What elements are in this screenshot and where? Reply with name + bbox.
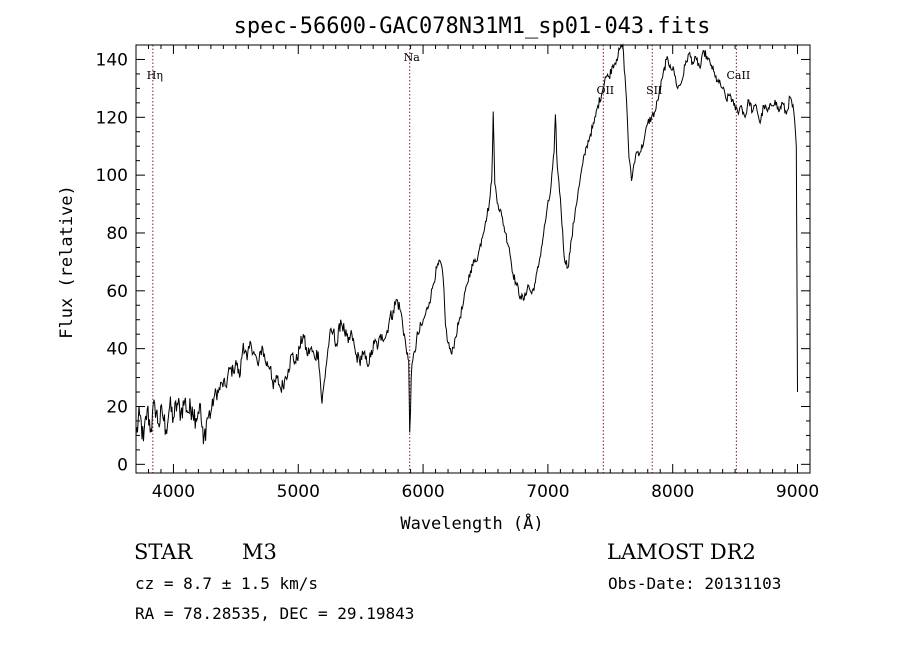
x-tick-label: 7000	[526, 482, 569, 502]
x-tick-label: 6000	[401, 482, 444, 502]
y-tick-label: 20	[106, 397, 128, 417]
spectral-line-label: SII	[646, 84, 662, 97]
spectral-line-label: Na	[404, 51, 421, 64]
object-subclass: M3	[242, 540, 277, 564]
flux-series-line	[135, 43, 798, 445]
spectral-line-label: Hη	[147, 69, 163, 82]
plot-frame	[135, 44, 811, 474]
spectrum-chart: spec-56600-GAC078N31M1_sp01-043.fits 400…	[57, 14, 819, 534]
spectral-line-label: CaII	[727, 69, 751, 82]
spectral-line-label: OII	[596, 84, 614, 97]
x-tick-label: 5000	[277, 482, 320, 502]
y-axis-ticks: 0 20 40 60 80 100 120 140	[96, 44, 810, 475]
y-tick-label: 100	[96, 166, 128, 186]
y-tick-label: 0	[117, 455, 128, 475]
x-axis-ticks: 4000 5000 6000 7000 8000 9000	[135, 45, 819, 502]
y-tick-label: 40	[106, 340, 128, 360]
y-axis-label: Flux (relative)	[57, 185, 77, 339]
chart-title: spec-56600-GAC078N31M1_sp01-043.fits	[234, 14, 711, 39]
observation-date: Obs-Date: 20131103	[608, 574, 782, 593]
x-tick-label: 9000	[776, 482, 819, 502]
y-tick-label: 120	[96, 108, 128, 128]
y-tick-label: 80	[106, 224, 128, 244]
spectral-lines: Hη Na OII SII CaII	[147, 45, 750, 473]
x-axis-label: Wavelength (Å)	[400, 512, 543, 534]
y-tick-label: 60	[106, 282, 128, 302]
x-tick-label: 8000	[651, 482, 694, 502]
coordinates: RA = 78.28535, DEC = 29.19843	[135, 604, 415, 623]
cz-value: cz = 8.7 ± 1.5 km/s	[135, 574, 319, 593]
x-tick-label: 4000	[152, 482, 195, 502]
object-class: STAR	[134, 540, 193, 564]
y-tick-label: 140	[96, 50, 128, 70]
survey-name: LAMOST DR2	[607, 540, 756, 564]
